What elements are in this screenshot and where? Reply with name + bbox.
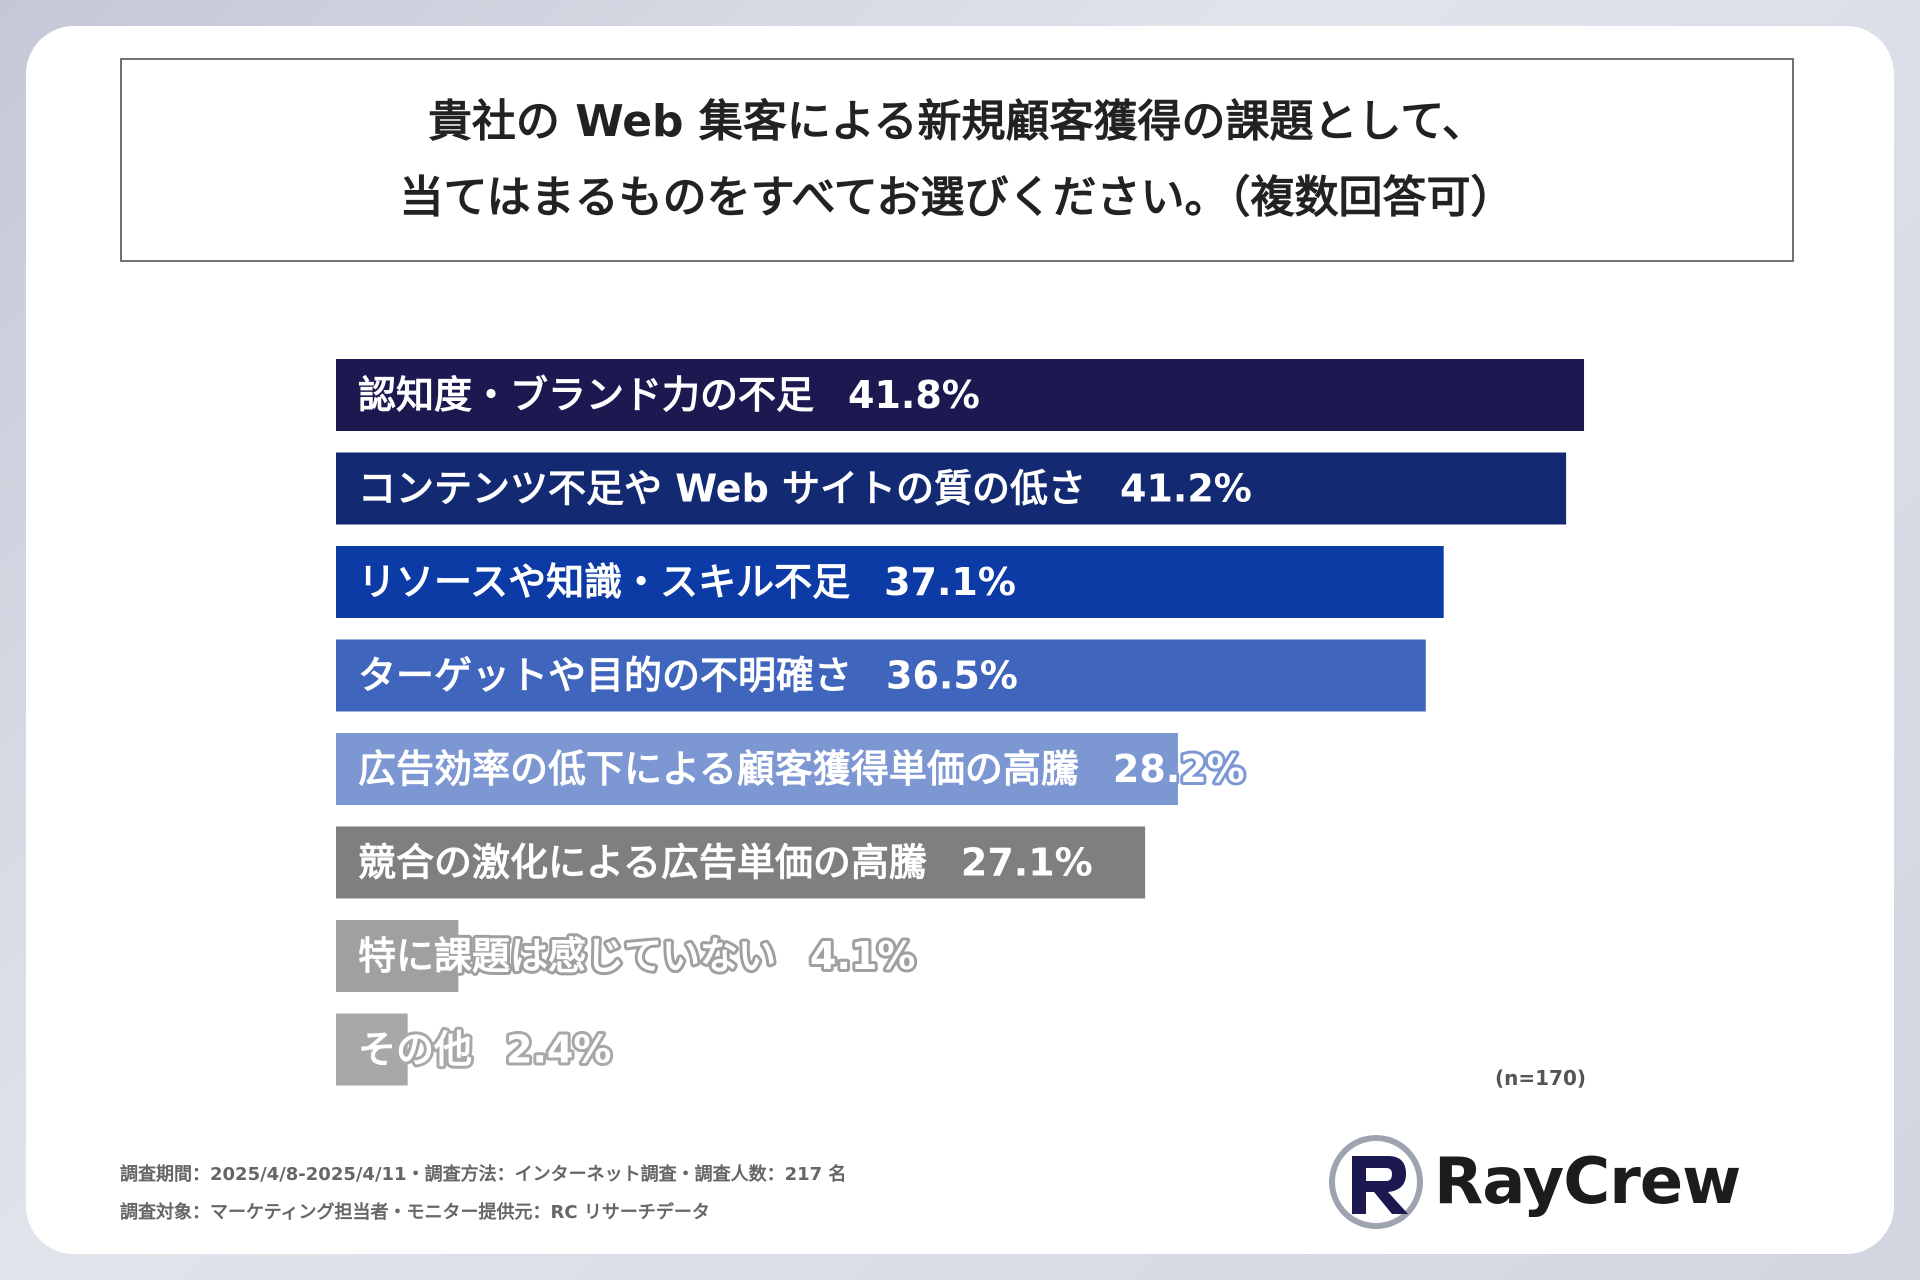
raycrew-logo-text: RayCrew xyxy=(1434,1145,1741,1219)
bar-value-label-6: 27.1% xyxy=(961,841,1093,885)
question-title-line-2: 当てはまるものをすべてお選びください。（複数回答可） xyxy=(399,172,1515,223)
bar-1 xyxy=(336,359,1585,431)
bar-label-8: その他 2.4% xyxy=(358,1028,611,1072)
bar-category-label-2: コンテンツ不足や Web サイトの質の低さ xyxy=(358,467,1086,511)
raycrew-logo: RayCrew xyxy=(1328,1134,1741,1230)
bar-category-label-7: 特に課題は感じていない xyxy=(358,934,776,978)
bar-chart: 認知度・ブランド力の不足 41.8% コンテンツ不足や Web サイトの質の低さ 41… xyxy=(336,359,1585,1086)
survey-footnote-target: 調査対象：マーケティング担当者・モニター提供元：RC リサーチデータ xyxy=(120,1202,710,1223)
bar-label-1: 認知度・ブランド力の不足 41.8% xyxy=(358,373,980,417)
bar-8 xyxy=(336,1013,408,1086)
bar-label-3: リソースや知識・スキル不足 37.1% xyxy=(358,560,1016,604)
bar-category-label-3: リソースや知識・スキル不足 xyxy=(358,560,850,604)
bar-label-7: 特に課題は感じていない 4.1% xyxy=(358,934,915,978)
bar-value-label-3: 37.1% xyxy=(884,560,1016,604)
bar-category-label-8: その他 xyxy=(358,1028,472,1072)
bar-value-label-5: 28.2% xyxy=(1113,747,1245,791)
bar-label-6: 競合の激化による広告単価の高騰 27.1% xyxy=(358,841,1093,885)
bar-5 xyxy=(336,733,1178,805)
bar-6 xyxy=(336,826,1146,899)
bar-label-5: 広告効率の低下による顧客獲得単価の高騰 28.2% xyxy=(358,747,1245,791)
bar-label-2: コンテンツ不足や Web サイトの質の低さ 41.2% xyxy=(358,467,1252,511)
bar-category-label-4: ターゲットや目的の不明確さ xyxy=(358,654,852,698)
survey-footnote-period: 調査期間：2025/4/8-2025/4/11・調査方法：インターネット調査・調… xyxy=(120,1164,847,1185)
bar-label-4: ターゲットや目的の不明確さ 36.5% xyxy=(358,654,1018,698)
bar-value-label-8: 2.4% xyxy=(506,1028,611,1072)
bar-value-label-7: 4.1% xyxy=(810,934,915,978)
bar-category-label-6: 競合の激化による広告単価の高騰 xyxy=(358,841,927,885)
question-title-line-1: 貴社の Web 集客による新規顧客獲得の課題として、 xyxy=(427,96,1487,147)
bar-3 xyxy=(336,546,1444,618)
bar-value-label-1: 41.8% xyxy=(848,373,980,417)
question-title-box: 貴社の Web 集客による新規顧客獲得の課題として、 当てはまるものをすべてお選… xyxy=(120,58,1794,262)
bar-2 xyxy=(336,452,1567,525)
raycrew-logo-mark-icon xyxy=(1329,1135,1423,1229)
bar-4 xyxy=(336,639,1426,712)
sample-size-label: (n=170) xyxy=(1494,1066,1586,1090)
bar-value-label-4: 36.5% xyxy=(886,654,1018,698)
bar-category-label-5: 広告効率の低下による顧客獲得単価の高騰 xyxy=(358,747,1079,791)
bar-7 xyxy=(336,920,459,992)
bar-category-label-1: 認知度・ブランド力の不足 xyxy=(358,373,814,417)
bar-value-label-2: 41.2% xyxy=(1120,467,1252,511)
survey-card: 貴社の Web 集客による新規顧客獲得の課題として、 当てはまるものをすべてお選… xyxy=(26,26,1894,1254)
